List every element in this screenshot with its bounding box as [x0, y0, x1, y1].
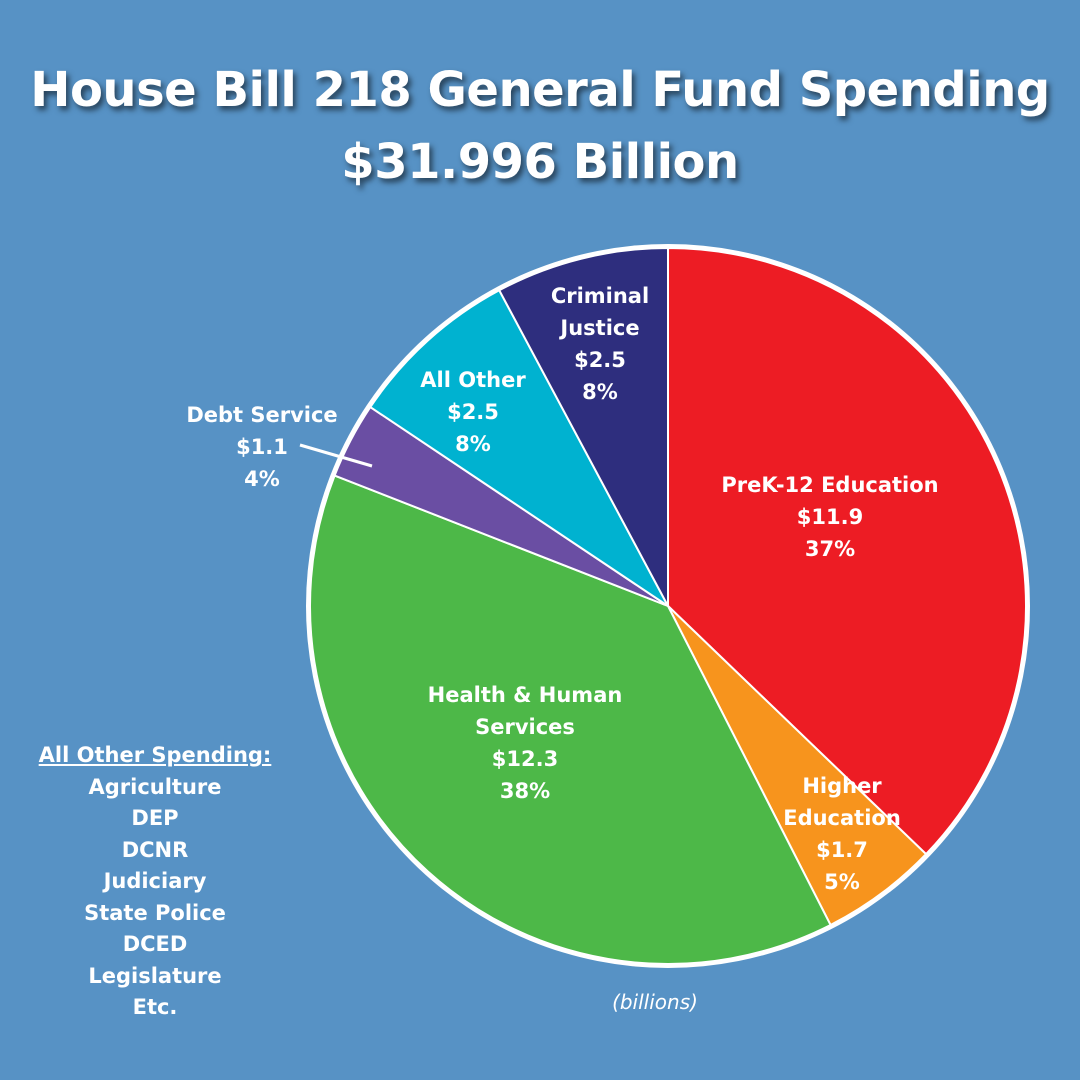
slice-name-label-prek-12-education: PreK-12 Education: [721, 473, 938, 497]
slice-value-label-criminal-justice: $2.5: [574, 348, 626, 372]
slice-value-label-all-other: $2.5: [447, 400, 499, 424]
slice-name-label-debt-service: Debt Service: [186, 403, 337, 427]
slice-value-label-health-and-human-services: $12.3: [492, 747, 558, 771]
slice-name-label-health-and-human-services: Health & Human: [428, 683, 623, 707]
pie-slice-health-and-human-services: [309, 474, 832, 965]
slice-name-label-criminal-justice: Justice: [558, 316, 639, 340]
slice-value-label-higher-education: $1.7: [816, 838, 868, 862]
slice-value-label-debt-service: $1.1: [236, 435, 288, 459]
slice-percent-label-debt-service: 4%: [244, 467, 280, 491]
slice-percent-label-higher-education: 5%: [824, 870, 860, 894]
slice-name-label-health-and-human-services: Services: [475, 715, 575, 739]
other-spending-item: Judiciary: [103, 869, 207, 893]
other-spending-heading: All Other Spending:: [38, 743, 272, 767]
debt-service-leader-line: [299, 443, 373, 468]
slice-percent-label-all-other: 8%: [455, 432, 491, 456]
other-spending-list: All Other Spending: Agriculture DEP DCNR…: [30, 740, 280, 1024]
other-spending-item: DCED: [122, 932, 188, 956]
other-spending-item: Legislature: [88, 963, 222, 988]
slice-name-label-criminal-justice: Criminal: [551, 284, 649, 308]
chart-title: House Bill 218 General Fund Spending: [30, 62, 1050, 118]
pie-slice-prek-12-education: [667, 246, 1027, 856]
slice-value-label-prek-12-education: $11.9: [797, 505, 863, 529]
chart-subtitle: $31.996 Billion: [341, 134, 739, 190]
other-spending-item: Agriculture: [88, 774, 222, 799]
slice-name-label-higher-education: Higher: [802, 774, 882, 798]
slice-percent-label-health-and-human-services: 38%: [500, 779, 550, 803]
other-spending-item: DCNR: [121, 837, 189, 862]
slice-percent-label-criminal-justice: 8%: [582, 380, 618, 404]
other-spending-item: DEP: [131, 806, 179, 830]
slice-percent-label-prek-12-education: 37%: [805, 537, 855, 561]
slice-name-label-all-other: All Other: [420, 368, 526, 392]
pie-slice-criminal-justice: [497, 246, 669, 607]
other-spending-item: Etc.: [132, 995, 178, 1019]
pie-slice-all-other: [368, 288, 669, 607]
slice-name-label-higher-education: Education: [783, 806, 901, 830]
other-spending-item: State Police: [84, 900, 226, 925]
unit-note: (billions): [612, 990, 698, 1014]
